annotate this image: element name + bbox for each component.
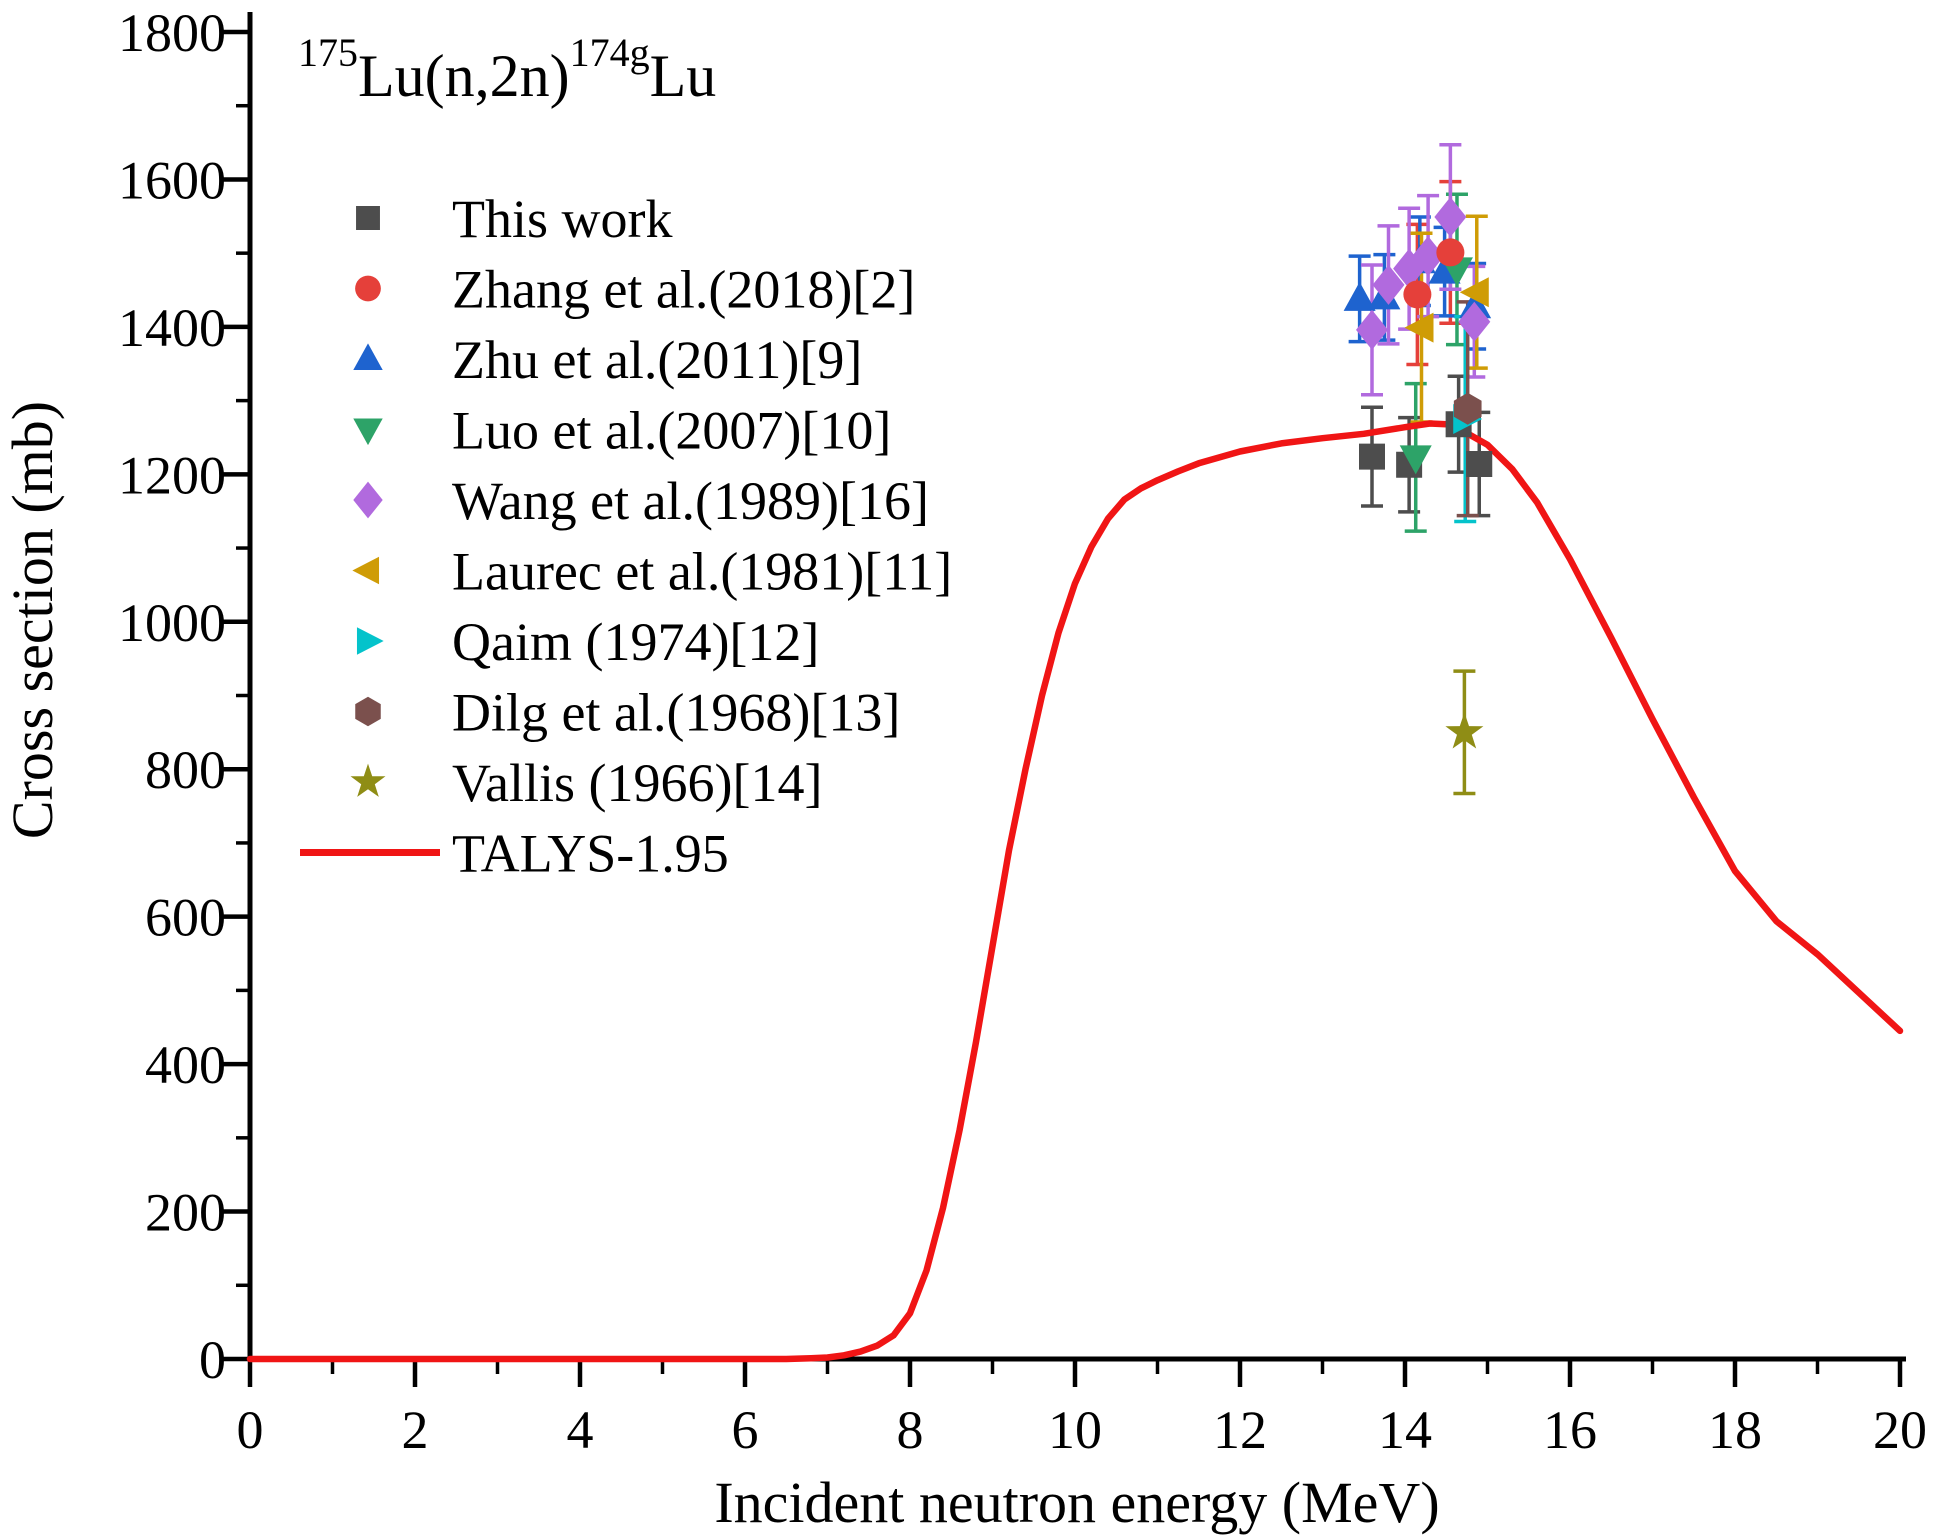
y-tick-label: 1200 (118, 445, 226, 505)
y-tick-label: 600 (145, 888, 226, 948)
marker-circle (1403, 280, 1432, 309)
marker-triangle-right (356, 627, 384, 655)
x-tick-label: 2 (402, 1400, 429, 1460)
marker-diamond (1412, 236, 1445, 277)
series-laurec-1981 (1404, 277, 1489, 343)
legend-item-vallis-1966: Vallis (1966)[14] (350, 753, 822, 813)
marker-diamond (1356, 309, 1388, 350)
y-tick-label: 1400 (118, 298, 226, 358)
x-tick-label: 10 (1048, 1400, 1102, 1460)
y-tick-label: 1800 (118, 3, 226, 63)
marker-square (1466, 451, 1493, 478)
x-tick-label: 8 (897, 1400, 924, 1460)
marker-triangle-left (352, 556, 380, 585)
ticks (223, 29, 1903, 1387)
legend-label: Luo et al.(2007)[10] (452, 401, 891, 461)
x-tick-label: 18 (1708, 1400, 1762, 1460)
marker-diamond (1372, 264, 1405, 305)
data-points (1343, 197, 1493, 749)
tick-labels: 0 2 4 6 8 10 12 14 16 18 2002004006008001000120014… (118, 3, 1927, 1460)
y-tick-label: 1600 (118, 150, 226, 210)
legend-label: TALYS-1.95 (452, 824, 729, 884)
marker-hexagon (355, 696, 381, 727)
chart-title: 175Lu(n,2n)174gLu (298, 30, 716, 109)
x-tick-label: 6 (732, 1400, 759, 1460)
marker-hexagon (1453, 392, 1482, 425)
series-dilg-1968 (1453, 392, 1482, 425)
marker-triangle-down (353, 418, 383, 446)
legend-item-luo-2007: Luo et al.(2007)[10] (353, 401, 891, 461)
legend-label: This work (452, 189, 672, 249)
x-axis-title: Incident neutron energy (MeV) (714, 1470, 1439, 1535)
marker-square (356, 206, 380, 230)
legend: This work Zhang et al.(2018)[2] Zhu et al.… (300, 189, 952, 884)
y-tick-label: 0 (199, 1330, 226, 1390)
legend-item-zhu-2011: Zhu et al.(2011)[9] (353, 330, 862, 390)
y-tick-label: 1000 (118, 593, 226, 653)
legend-label: Wang et al.(1989)[16] (452, 471, 929, 531)
marker-triangle-up (1343, 281, 1376, 311)
legend-label: Zhu et al.(2011)[9] (452, 330, 862, 390)
marker-square (1359, 443, 1385, 470)
x-tick-label: 12 (1213, 1400, 1267, 1460)
marker-circle (1436, 238, 1465, 267)
y-tick-label: 800 (145, 740, 226, 800)
legend-item-laurec-1981: Laurec et al.(1981)[11] (352, 542, 952, 602)
marker-diamond (353, 481, 383, 519)
marker-triangle-left (1404, 312, 1434, 343)
y-axis-title: Cross section (mb) (0, 401, 65, 839)
legend-item-dilg-1968: Dilg et al.(1968)[13] (355, 683, 900, 743)
marker-diamond (1434, 197, 1467, 238)
legend-label: Dilg et al.(1968)[13] (452, 683, 900, 743)
x-tick-label: 14 (1378, 1400, 1432, 1460)
y-tick-label: 400 (145, 1035, 226, 1095)
marker-diamond (1458, 301, 1491, 342)
legend-label: Zhang et al.(2018)[2] (452, 260, 915, 320)
marker-star (350, 763, 386, 797)
legend-item-this-work: This work (356, 189, 672, 249)
legend-item-qaim-1974: Qaim (1974)[12] (356, 612, 819, 672)
series-vallis-1966 (1445, 712, 1484, 749)
marker-triangle-down (1399, 445, 1432, 475)
legend-label: Vallis (1966)[14] (452, 753, 822, 813)
legend-item-wang-1989: Wang et al.(1989)[16] (353, 471, 929, 531)
x-tick-label: 16 (1543, 1400, 1597, 1460)
legend-item-talys: TALYS-1.95 (300, 824, 729, 884)
legend-item-zhang-2018: Zhang et al.(2018)[2] (452, 260, 915, 320)
x-tick-label: 0 (237, 1400, 264, 1460)
x-tick-label: 20 (1873, 1400, 1927, 1460)
marker-circle (355, 275, 381, 302)
talys-curve (246, 420, 1904, 1363)
legend-label: Laurec et al.(1981)[11] (452, 542, 952, 602)
y-tick-label: 200 (145, 1183, 226, 1243)
marker-triangle-up (353, 343, 383, 371)
marker-star (1445, 712, 1484, 749)
marker-triangle-left (1459, 277, 1489, 308)
x-tick-label: 4 (567, 1400, 594, 1460)
series-wang-1989 (1356, 197, 1491, 350)
legend-label: Qaim (1974)[12] (452, 612, 819, 672)
